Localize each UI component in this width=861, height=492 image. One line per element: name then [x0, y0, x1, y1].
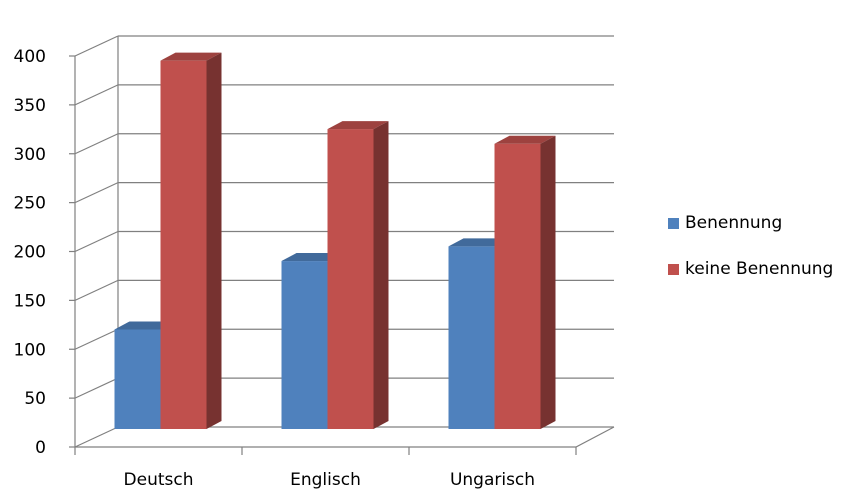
legend-item-keine-benennung: keine Benennung [668, 258, 833, 280]
legend-item-benennung: Benennung [668, 212, 833, 234]
legend: Benennung keine Benennung [668, 212, 833, 304]
legend-label-benennung: Benennung [685, 213, 783, 233]
bars [114, 52, 556, 430]
y-tick-labels: 0 50 100 150 200 250 300 350 400 [14, 47, 46, 458]
y-tick-label: 250 [14, 194, 46, 214]
y-tick-label: 400 [14, 47, 46, 67]
category-label: Deutsch [124, 470, 194, 490]
bar [494, 135, 556, 429]
category-label: Ungarisch [450, 470, 535, 490]
y-tick-label: 0 [35, 438, 46, 458]
y-tick-label: 50 [24, 389, 46, 409]
y-tick-label: 150 [14, 291, 46, 311]
bar [327, 121, 389, 430]
floor-outline [75, 426, 615, 448]
legend-swatch-benennung [668, 217, 679, 229]
bar [160, 52, 222, 429]
y-tick-label: 100 [14, 340, 46, 360]
gridline [74, 426, 614, 448]
gridline [74, 35, 614, 57]
y-tick-label: 300 [14, 145, 46, 165]
y-tick-label: 200 [14, 243, 46, 263]
category-label: Englisch [290, 470, 361, 490]
y-tick-label: 350 [14, 96, 46, 116]
category-labels: Deutsch Englisch Ungarisch [124, 470, 536, 490]
legend-swatch-keine-benennung [668, 263, 679, 275]
legend-label-keine-benennung: keine Benennung [685, 259, 834, 279]
gridline [74, 84, 614, 106]
